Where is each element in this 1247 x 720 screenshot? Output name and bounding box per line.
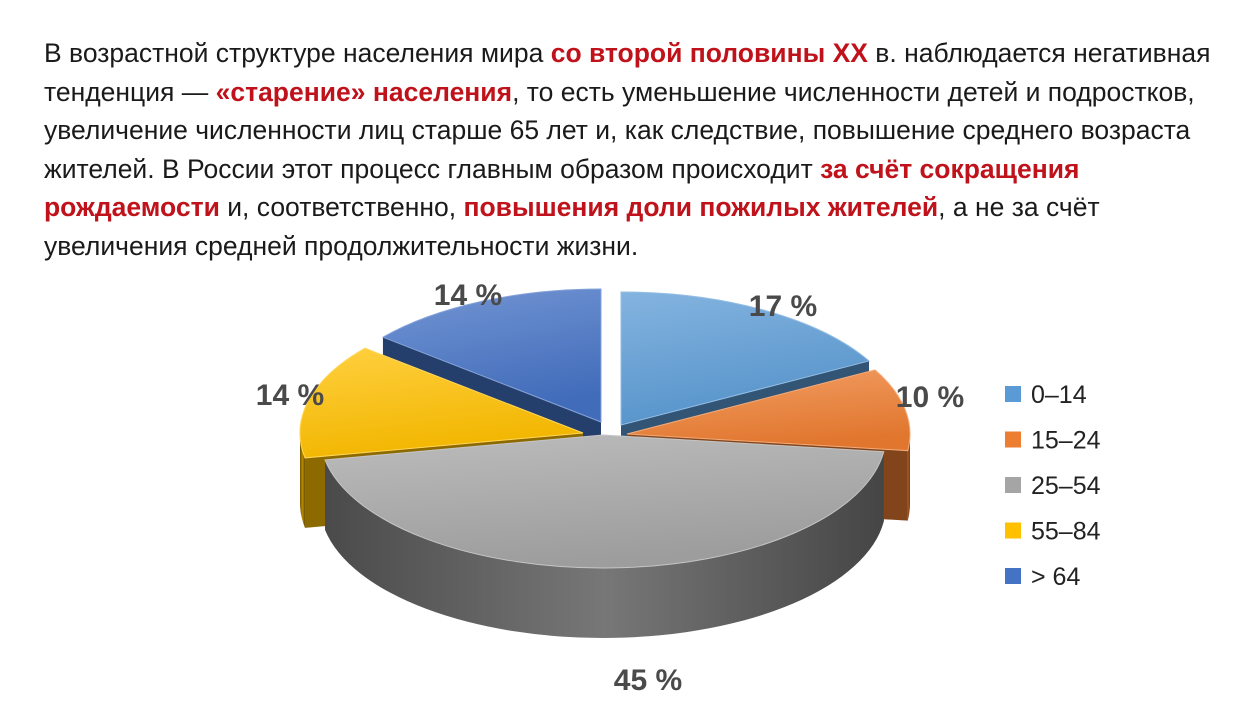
body-text: в. наблюдается негативная тенденция —: [44, 38, 1211, 107]
slice-top: [381, 288, 602, 423]
highlight-text: «старение» населения: [215, 76, 513, 107]
pie-labels: 17 % 10 % 45 % 14 % 14 %: [256, 279, 964, 697]
legend-swatch: [1005, 386, 1021, 402]
legend-item: 25–54: [1005, 472, 1101, 500]
pie-slices: [299, 288, 911, 638]
pie-slice-25-54: [324, 434, 885, 638]
legend-item: 55–84: [1005, 518, 1101, 546]
slice-top: [324, 434, 885, 569]
body-text: , а не за счёт увеличения средней продол…: [44, 192, 1100, 261]
legend-swatch: [1005, 477, 1021, 493]
slice-label: 45 %: [614, 664, 682, 697]
legend-swatch: [1005, 568, 1021, 584]
slice-side: [300, 433, 306, 528]
slice-side: [325, 451, 884, 638]
body-text: и, соответственно,: [219, 192, 464, 222]
body-text: , то есть уменьшение численности детей и…: [44, 76, 1195, 184]
highlight-text: со второй половины XX: [550, 38, 868, 68]
legend-item: > 64: [1005, 563, 1080, 591]
legend-label: 25–54: [1031, 472, 1101, 500]
slice-top: [620, 291, 871, 426]
legend-item: 0–14: [1005, 381, 1087, 409]
highlight-text: за счёт сокращения рождаемости: [44, 153, 1080, 223]
legend-swatch: [1005, 431, 1021, 448]
legend-label: 55–84: [1031, 518, 1101, 546]
slice-label: 10 %: [896, 381, 964, 414]
slice-side: [907, 434, 910, 521]
body-text: В возрастной структуре населения мира: [44, 38, 551, 68]
intro-paragraph: В возрастной структуре населения мира со…: [44, 34, 1214, 265]
legend-swatch: [1005, 522, 1021, 539]
slice-label: 17 %: [749, 290, 817, 323]
chart-legend: 0–14 15–24 25–54 55–84 > 64: [1005, 381, 1101, 591]
legend-label: 15–24: [1031, 427, 1101, 455]
slice-top: [299, 347, 584, 459]
legend-label: 0–14: [1031, 381, 1087, 409]
slice-label: 14 %: [256, 379, 324, 412]
legend-item: 15–24: [1005, 427, 1101, 455]
highlight-text: повышения доли пожилых жителей: [463, 192, 939, 222]
legend-label: > 64: [1031, 563, 1080, 591]
slice-label: 14 %: [434, 279, 502, 312]
slice-top: [626, 369, 911, 452]
